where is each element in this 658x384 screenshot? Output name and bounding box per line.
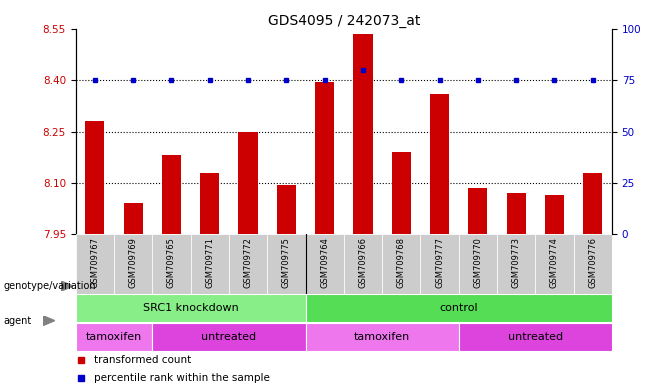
Bar xyxy=(152,234,191,294)
Bar xyxy=(315,82,334,234)
Bar xyxy=(162,156,181,234)
Bar xyxy=(430,94,449,234)
Bar xyxy=(76,323,152,351)
Bar xyxy=(238,132,258,234)
Text: genotype/variation: genotype/variation xyxy=(3,281,96,291)
Polygon shape xyxy=(61,281,73,291)
Bar xyxy=(343,234,382,294)
Text: transformed count: transformed count xyxy=(95,356,191,366)
Text: GSM709773: GSM709773 xyxy=(512,237,520,288)
Bar xyxy=(152,323,305,351)
Bar xyxy=(497,234,536,294)
Bar xyxy=(545,195,564,234)
Bar xyxy=(76,295,305,322)
Text: SRC1 knockdown: SRC1 knockdown xyxy=(143,303,238,313)
Bar xyxy=(114,234,152,294)
Bar xyxy=(583,173,602,234)
Bar xyxy=(86,121,105,234)
Text: GSM709770: GSM709770 xyxy=(473,237,482,288)
Bar xyxy=(392,152,411,234)
Bar xyxy=(229,234,267,294)
Bar xyxy=(267,234,305,294)
Text: untreated: untreated xyxy=(508,332,563,342)
Bar xyxy=(459,323,612,351)
Text: GSM709776: GSM709776 xyxy=(588,237,597,288)
Bar xyxy=(507,193,526,234)
Text: GSM709775: GSM709775 xyxy=(282,237,291,288)
Text: untreated: untreated xyxy=(201,332,257,342)
Bar xyxy=(468,188,488,234)
Bar xyxy=(76,234,114,294)
Text: GSM709772: GSM709772 xyxy=(243,237,253,288)
Text: GSM709765: GSM709765 xyxy=(167,237,176,288)
Bar xyxy=(536,234,574,294)
Bar xyxy=(574,234,612,294)
Bar xyxy=(353,34,372,234)
Text: agent: agent xyxy=(3,316,32,326)
Bar xyxy=(305,295,612,322)
Text: GSM709771: GSM709771 xyxy=(205,237,215,288)
Text: GSM709764: GSM709764 xyxy=(320,237,329,288)
Bar xyxy=(305,234,343,294)
Bar xyxy=(459,234,497,294)
Text: GSM709774: GSM709774 xyxy=(550,237,559,288)
Bar xyxy=(200,173,219,234)
Bar xyxy=(277,185,296,234)
Text: tamoxifen: tamoxifen xyxy=(86,332,142,342)
Bar xyxy=(191,234,229,294)
Text: GSM709777: GSM709777 xyxy=(435,237,444,288)
Polygon shape xyxy=(43,316,55,326)
Text: control: control xyxy=(440,303,478,313)
Text: GSM709766: GSM709766 xyxy=(359,237,367,288)
Bar xyxy=(420,234,459,294)
Bar xyxy=(305,323,459,351)
Title: GDS4095 / 242073_at: GDS4095 / 242073_at xyxy=(268,14,420,28)
Bar xyxy=(382,234,420,294)
Text: GSM709767: GSM709767 xyxy=(90,237,99,288)
Text: percentile rank within the sample: percentile rank within the sample xyxy=(95,373,270,383)
Bar xyxy=(124,204,143,234)
Text: GSM709768: GSM709768 xyxy=(397,237,406,288)
Text: tamoxifen: tamoxifen xyxy=(354,332,410,342)
Text: GSM709769: GSM709769 xyxy=(128,237,138,288)
